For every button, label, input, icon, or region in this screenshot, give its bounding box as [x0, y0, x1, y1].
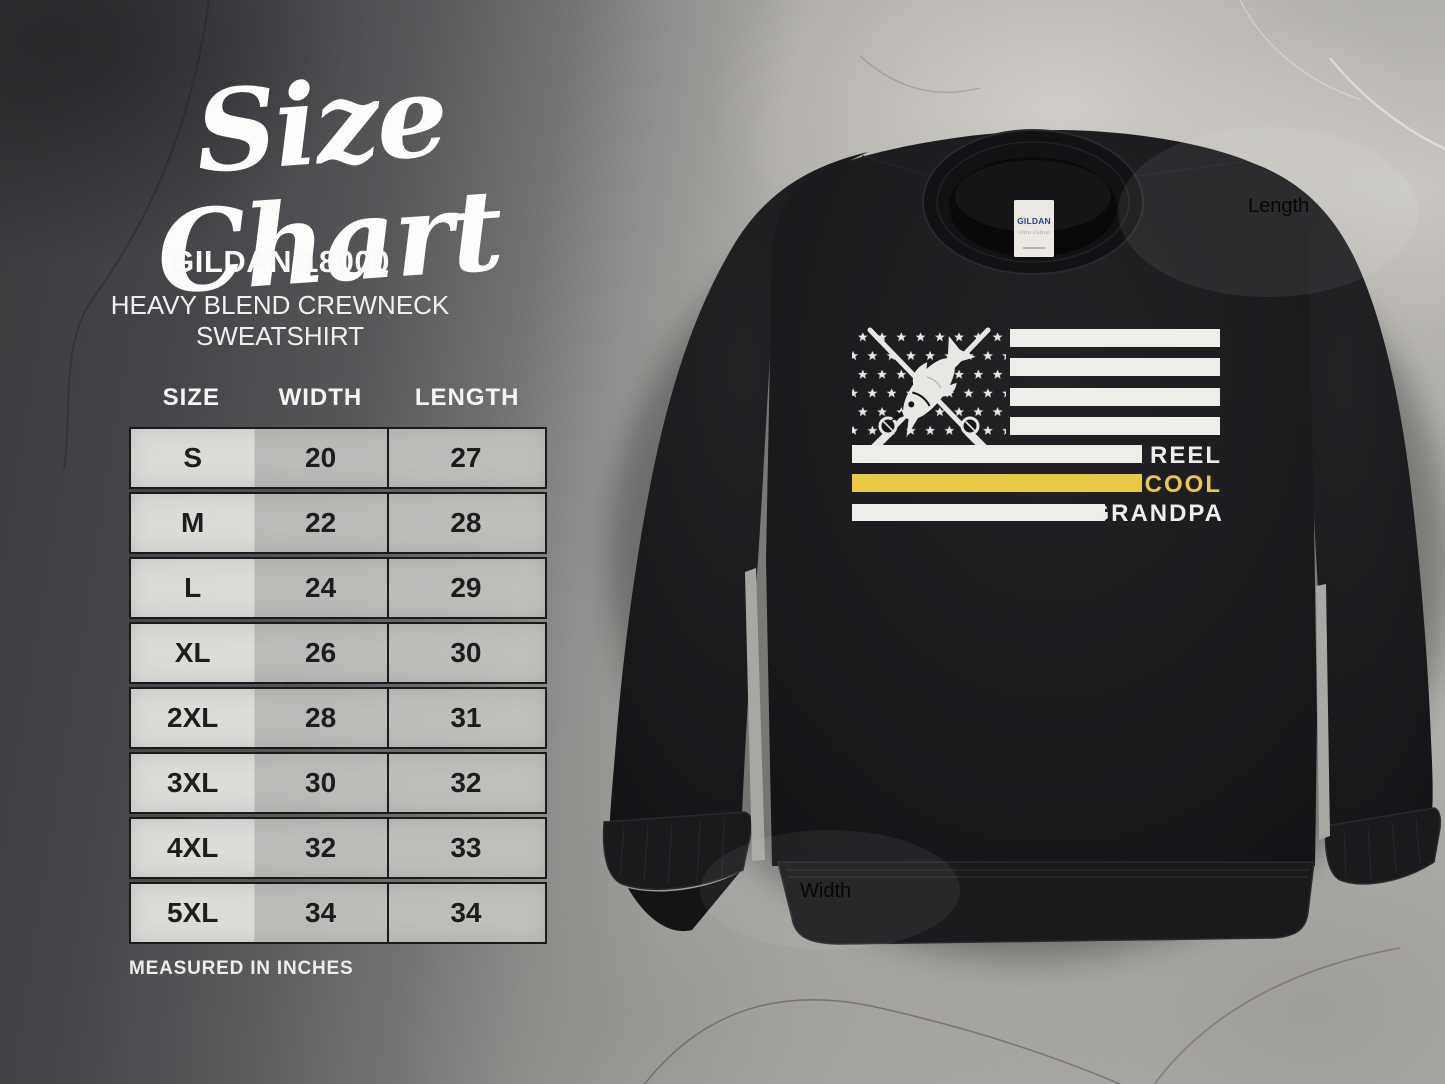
table-row: M 22 28	[129, 492, 547, 554]
table-row: 3XL 30 32	[129, 752, 547, 814]
armhole-gap-right	[1316, 584, 1330, 840]
neck-tag-subtext: Ultra Cotton	[1018, 230, 1050, 236]
length-cell: 30	[450, 637, 482, 668]
flag-stripe-white-1	[852, 445, 1142, 463]
print-line-reel: REEL	[1150, 442, 1222, 469]
left-cuff-drape	[628, 872, 740, 932]
neck-tag-brand: GILDAN	[1017, 216, 1051, 226]
flag-stripe-yellow	[852, 474, 1142, 492]
width-cell: 24	[305, 572, 337, 603]
sweatshirt-body-group: GILDAN Ultra Cotton	[602, 127, 1442, 950]
table-row: 2XL 28 31	[129, 687, 547, 749]
collar-back-fabric	[955, 160, 1111, 232]
table-row: S 20 27	[129, 427, 547, 489]
length-cell: 33	[450, 832, 482, 863]
product-subtitle: HEAVY BLEND CREWNECK SWEATSHIRT	[110, 290, 450, 351]
column-divider	[386, 494, 389, 552]
neck-tag: GILDAN Ultra Cotton	[1014, 200, 1054, 257]
flag-print: REEL COOL GRANDPA	[852, 327, 1224, 527]
column-divider	[386, 559, 389, 617]
size-cell: L	[184, 572, 202, 603]
length-cell: 29	[450, 572, 482, 603]
column-divider	[386, 884, 389, 942]
table-row: 4XL 32 33	[129, 817, 547, 879]
width-cell: 34	[305, 897, 337, 928]
length-annotation: Length	[1248, 195, 1309, 217]
column-divider	[386, 754, 389, 812]
torso	[766, 130, 1317, 866]
shoulder-seam	[861, 155, 931, 177]
print-line-cool: COOL	[1145, 471, 1222, 498]
size-table: S 20 27 M 22 28 L 24 29 XL 26 30 2XL 28 …	[129, 427, 547, 947]
size-cell: 2XL	[167, 702, 219, 733]
column-divider	[386, 689, 389, 747]
right-sleeve	[1244, 160, 1433, 828]
width-cell: 26	[305, 637, 337, 668]
flag-stripe-white-2	[852, 504, 1105, 521]
width-cell: 20	[305, 442, 337, 473]
size-table-header: SIZE WIDTH LENGTH	[129, 381, 547, 415]
length-cell: 32	[450, 767, 482, 798]
fish-icon	[889, 335, 976, 438]
length-cell: 34	[450, 897, 482, 928]
width-cell: 28	[305, 702, 337, 733]
length-cell: 27	[450, 442, 482, 473]
width-cell: 22	[305, 507, 337, 538]
flag-upper-stripes	[1010, 329, 1220, 435]
column-divider	[386, 624, 389, 682]
measurement-footnote: MEASURED IN INCHES	[129, 958, 354, 979]
column-header-width: WIDTH	[278, 384, 363, 411]
table-row: L 24 29	[129, 557, 547, 619]
left-sleeve	[610, 152, 868, 824]
column-header-length: LENGTH	[414, 384, 520, 411]
table-row: XL 26 30	[129, 622, 547, 684]
right-cuff	[1324, 807, 1442, 885]
table-row: 5XL 34 34	[129, 882, 547, 944]
column-divider	[386, 819, 389, 877]
length-cell: 31	[450, 702, 482, 733]
width-cell: 32	[305, 832, 337, 863]
width-cell: 30	[305, 767, 337, 798]
collar-seam	[936, 141, 1130, 263]
armhole-gap-left	[745, 568, 765, 861]
cuff-ribbing	[619, 817, 725, 885]
shoulder-highlight	[1118, 127, 1418, 297]
size-cell: 4XL	[167, 832, 219, 863]
size-cell: 3XL	[167, 767, 219, 798]
length-cell: 28	[450, 507, 482, 538]
size-cell: 5XL	[167, 897, 219, 928]
width-annotation: Width	[800, 880, 851, 902]
column-divider	[386, 429, 389, 487]
size-cell: M	[181, 507, 205, 538]
neck-tag-printline	[1023, 247, 1045, 249]
hem-highlight	[700, 830, 960, 950]
cuff-ribbing	[1343, 817, 1421, 879]
product-name: GILDAN 18000	[170, 244, 390, 279]
print-line-grandpa: GRANDPA	[1090, 500, 1224, 527]
size-cell: XL	[174, 637, 211, 668]
shoulder-seam	[1135, 161, 1243, 177]
waistband	[777, 861, 1315, 945]
size-cell: S	[183, 442, 203, 473]
column-header-size: SIZE	[162, 384, 220, 411]
